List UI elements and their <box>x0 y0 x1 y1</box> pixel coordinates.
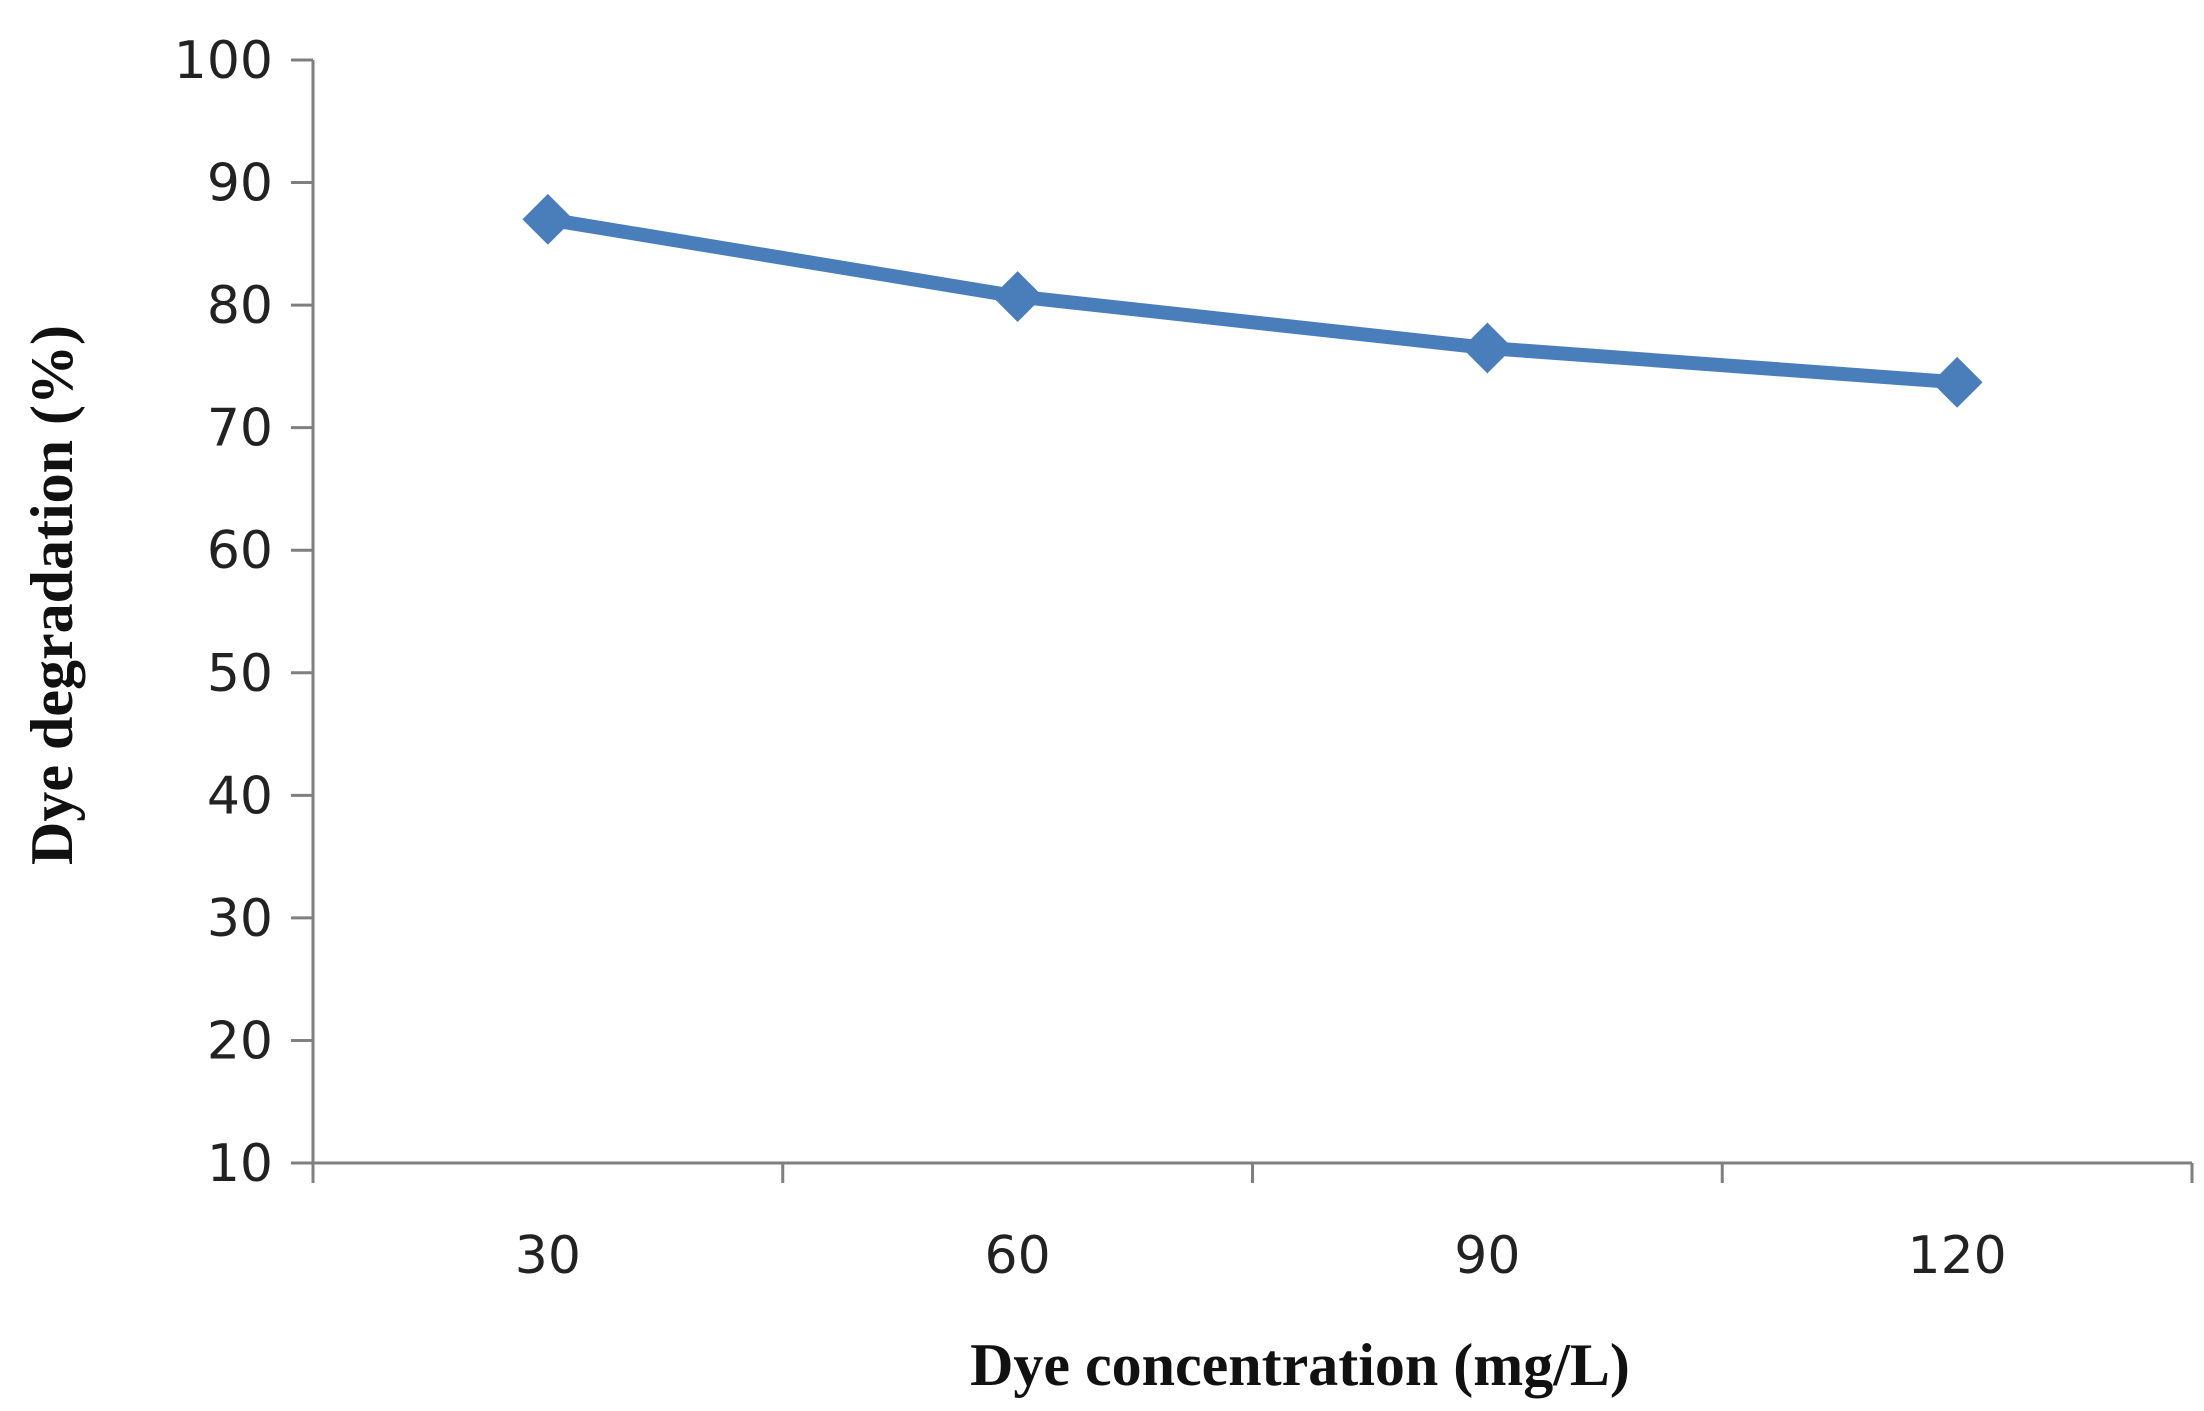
data-point-marker <box>1461 322 1513 374</box>
plot-area: 10 20 30 40 50 60 70 80 90 100 30 60 90 120 <box>174 31 2194 1286</box>
y-tick-label: 70 <box>207 399 273 459</box>
y-tick-label: 40 <box>207 766 273 826</box>
y-tick-label: 80 <box>207 276 273 336</box>
y-tick-label: 20 <box>207 1011 273 1071</box>
x-tick-label: 90 <box>1454 1226 1520 1286</box>
y-tick-label: 90 <box>207 154 273 214</box>
data-point-marker <box>992 271 1044 322</box>
x-tick-label: 30 <box>515 1226 581 1286</box>
x-axis-title: Dye concentration (mg/L) <box>970 1332 1630 1398</box>
y-axis-title: Dye degradation (%) <box>19 325 85 865</box>
data-point-marker <box>522 193 574 245</box>
x-tick-label: 60 <box>985 1226 1051 1286</box>
y-tick-label: 60 <box>207 521 273 581</box>
y-tick-label: 100 <box>174 31 273 91</box>
y-tick-label: 30 <box>207 889 273 949</box>
series-line <box>546 212 1958 390</box>
data-point-marker <box>1931 356 1983 408</box>
y-tick-label: 10 <box>207 1134 273 1194</box>
y-tick-label: 50 <box>207 644 273 704</box>
x-tick-label: 120 <box>1907 1226 2006 1286</box>
